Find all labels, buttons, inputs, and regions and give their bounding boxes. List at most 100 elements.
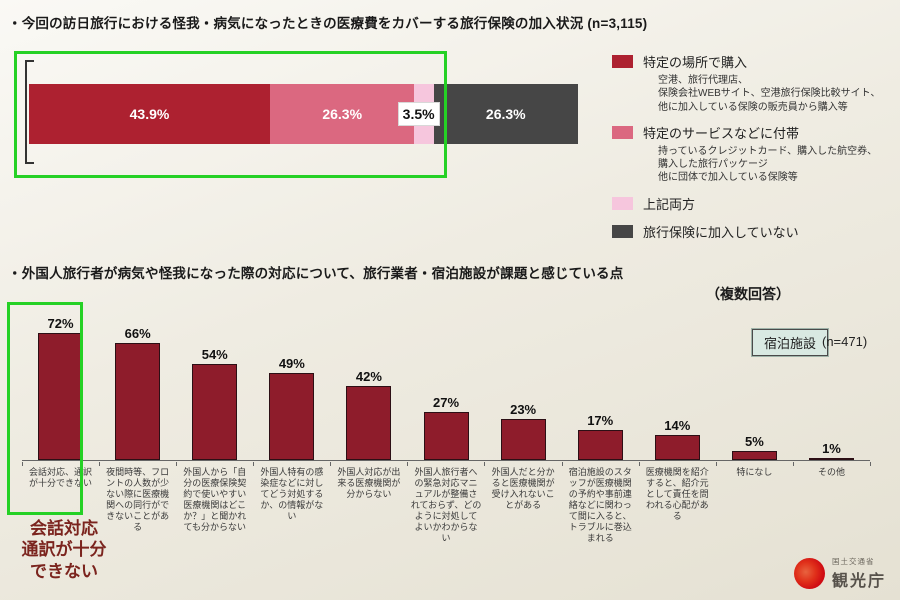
legend-swatch bbox=[612, 224, 633, 238]
legend-item: 特定の場所で購入空港、旅行代理店、 保険会社WEBサイト、空港旅行保険比較サイト… bbox=[612, 52, 900, 114]
bar-slot: 14% bbox=[639, 418, 716, 460]
axis-tick bbox=[22, 462, 23, 466]
category-label: 外国人特有の感染症などに対してどう対処するか、の情報がない bbox=[260, 467, 324, 521]
top-issue-annotation: 会話対応 通訳が十分 できない bbox=[21, 519, 107, 581]
stacked-segment-value: 3.5% bbox=[397, 102, 440, 126]
bar-value-label: 5% bbox=[744, 434, 764, 449]
bar-slot: 66% bbox=[99, 326, 176, 460]
legend-item: 旅行保険に加入していない bbox=[612, 222, 900, 241]
axis-tick bbox=[407, 462, 409, 466]
bar-slot: 72% bbox=[22, 316, 99, 460]
bar bbox=[38, 333, 84, 460]
bar-value-label: 49% bbox=[278, 356, 305, 371]
bar bbox=[346, 386, 392, 460]
bar-value-label: 54% bbox=[201, 347, 228, 362]
bar-slot: 49% bbox=[253, 356, 330, 460]
axis-tick bbox=[99, 462, 101, 466]
category-label: 外国人対応が出来る医療機関が分からない bbox=[337, 467, 401, 499]
category-label: 夜間時等、フロントの人数が少ない際に医療機関への同行ができないことがある bbox=[106, 467, 170, 532]
category-label: 外国人から「自分の医療保険契約で使いやすい医療機関はどこか？」と聞かれても分から… bbox=[183, 467, 247, 532]
category-label: 医療機関を紹介すると、紹介元として責任を問われる心配がある bbox=[645, 467, 709, 521]
axis-tick bbox=[715, 462, 717, 466]
section1-title: ・今回の訪日旅行における怪我・病気になったときの医療費をカバーする旅行保険の加入… bbox=[8, 16, 648, 31]
survey-n-label: (n=471) bbox=[822, 334, 868, 349]
stacked-segment: 26.3% bbox=[270, 84, 415, 144]
bar-slot: 17% bbox=[562, 413, 639, 460]
issues-bar-chart: 72% 66% 54% 49% 42% 27% 23% 17% 14% 5% 1% bbox=[22, 298, 870, 461]
bar bbox=[269, 373, 315, 460]
bar-value-label: 42% bbox=[355, 369, 382, 384]
issues-category-labels: 会話対応、通訳が十分できない 夜間時等、フロントの人数が少ない際に医療機関への同行… bbox=[22, 467, 870, 544]
bar-value-label: 23% bbox=[510, 402, 537, 417]
survey-legend-badge: 宿泊施設 bbox=[750, 328, 830, 357]
bar-slot: 42% bbox=[330, 369, 407, 460]
legend-item-head: 旅行保険に加入していない bbox=[612, 222, 900, 241]
legend-item-head: 特定のサービスなどに付帯 bbox=[612, 123, 900, 142]
bar bbox=[808, 458, 854, 460]
legend-description: 空港、旅行代理店、 保険会社WEBサイト、空港旅行保険比較サイト、 他に加入して… bbox=[658, 75, 881, 113]
category-label: 外国人だと分かると医療機関が受け入れないことがある bbox=[491, 467, 555, 510]
axis-tick bbox=[176, 462, 178, 466]
legend-label: 特定のサービスなどに付帯 bbox=[643, 125, 800, 141]
legend-label: 上記両方 bbox=[643, 196, 696, 212]
axis-tick bbox=[638, 462, 640, 466]
bar bbox=[654, 435, 700, 460]
kankocho-logo-icon bbox=[794, 558, 825, 589]
bar-slot: 1% bbox=[793, 441, 870, 460]
stacked-segment-value: 43.9% bbox=[129, 106, 170, 122]
bar bbox=[577, 430, 623, 460]
legend-item-head: 上記両方 bbox=[612, 194, 900, 213]
x-axis-ticks bbox=[22, 462, 871, 466]
legend-item: 上記両方 bbox=[612, 194, 900, 213]
multiple-answer-note: （複数回答） bbox=[706, 286, 790, 302]
axis-tick bbox=[561, 462, 563, 466]
stacked-segment: 43.9% bbox=[29, 84, 270, 144]
bracket-annotation bbox=[25, 60, 34, 164]
legend-swatch bbox=[612, 125, 633, 139]
bar-value-label: 14% bbox=[664, 418, 691, 433]
axis-tick bbox=[869, 462, 871, 466]
bar-slot: 23% bbox=[485, 402, 562, 460]
bar bbox=[192, 364, 238, 460]
category-label: 外国人旅行者への緊急対応マニュアルが整備されておらず、どのように対処してよいかわ… bbox=[410, 467, 482, 543]
category-label: 特になし bbox=[736, 467, 773, 477]
bar-slot: 27% bbox=[407, 395, 484, 460]
legend-swatch bbox=[612, 196, 633, 210]
insurance-stacked-bar: 43.9% 26.3% 3.5% 26.3% bbox=[29, 84, 578, 144]
kankocho-logo: 国土交通省 観光庁 bbox=[794, 556, 886, 591]
axis-tick bbox=[484, 462, 486, 466]
axis-tick bbox=[792, 462, 794, 466]
legend-item-head: 特定の場所で購入 bbox=[612, 52, 900, 71]
bar-value-label: 27% bbox=[433, 395, 460, 410]
axis-tick bbox=[330, 462, 332, 466]
bar bbox=[423, 412, 469, 460]
insurance-legend: 特定の場所で購入空港、旅行代理店、 保険会社WEBサイト、空港旅行保険比較サイト… bbox=[612, 52, 900, 250]
bar-value-label: 72% bbox=[47, 316, 74, 331]
stacked-segment-value: 26.3% bbox=[485, 106, 526, 122]
category-label: 会話対応、通訳が十分できない bbox=[29, 467, 93, 488]
category-label: その他 bbox=[817, 467, 845, 477]
kankocho-logo-text: 国土交通省 観光庁 bbox=[832, 556, 886, 591]
bar bbox=[115, 343, 161, 460]
legend-swatch bbox=[612, 55, 633, 68]
legend-description: 持っているクレジットカード、購入した航空券、 購入した旅行パッケージ 他に団体で… bbox=[658, 145, 878, 184]
bar-value-label: 66% bbox=[124, 326, 151, 341]
bar-value-label: 17% bbox=[587, 413, 614, 428]
legend-label: 特定の場所で購入 bbox=[643, 55, 748, 70]
stacked-segment: 26.3% bbox=[433, 84, 578, 144]
bar-slot: 54% bbox=[176, 347, 253, 460]
bar bbox=[731, 451, 777, 460]
bar bbox=[500, 419, 546, 460]
legend-item: 特定のサービスなどに付帯持っているクレジットカード、購入した航空券、 購入した旅… bbox=[612, 123, 900, 185]
bar-slot: 5% bbox=[716, 434, 793, 460]
logo-agency-label: 観光庁 bbox=[832, 573, 887, 590]
stacked-segment: 3.5% bbox=[397, 84, 440, 144]
stacked-segment-value: 26.3% bbox=[322, 106, 363, 122]
category-label: 宿泊施設のスタッフが医療機関の予約や事前連絡などに関わって間に入ると、トラブルに… bbox=[568, 467, 632, 543]
logo-ministry-label: 国土交通省 bbox=[832, 557, 875, 566]
axis-tick bbox=[253, 462, 255, 466]
legend-label: 旅行保険に加入していない bbox=[643, 224, 799, 240]
bar-value-label: 1% bbox=[822, 441, 841, 456]
section2-title: ・外国人旅行者が病気や怪我になった際の対応について、旅行業者・宿泊施設が課題と感… bbox=[8, 266, 624, 281]
